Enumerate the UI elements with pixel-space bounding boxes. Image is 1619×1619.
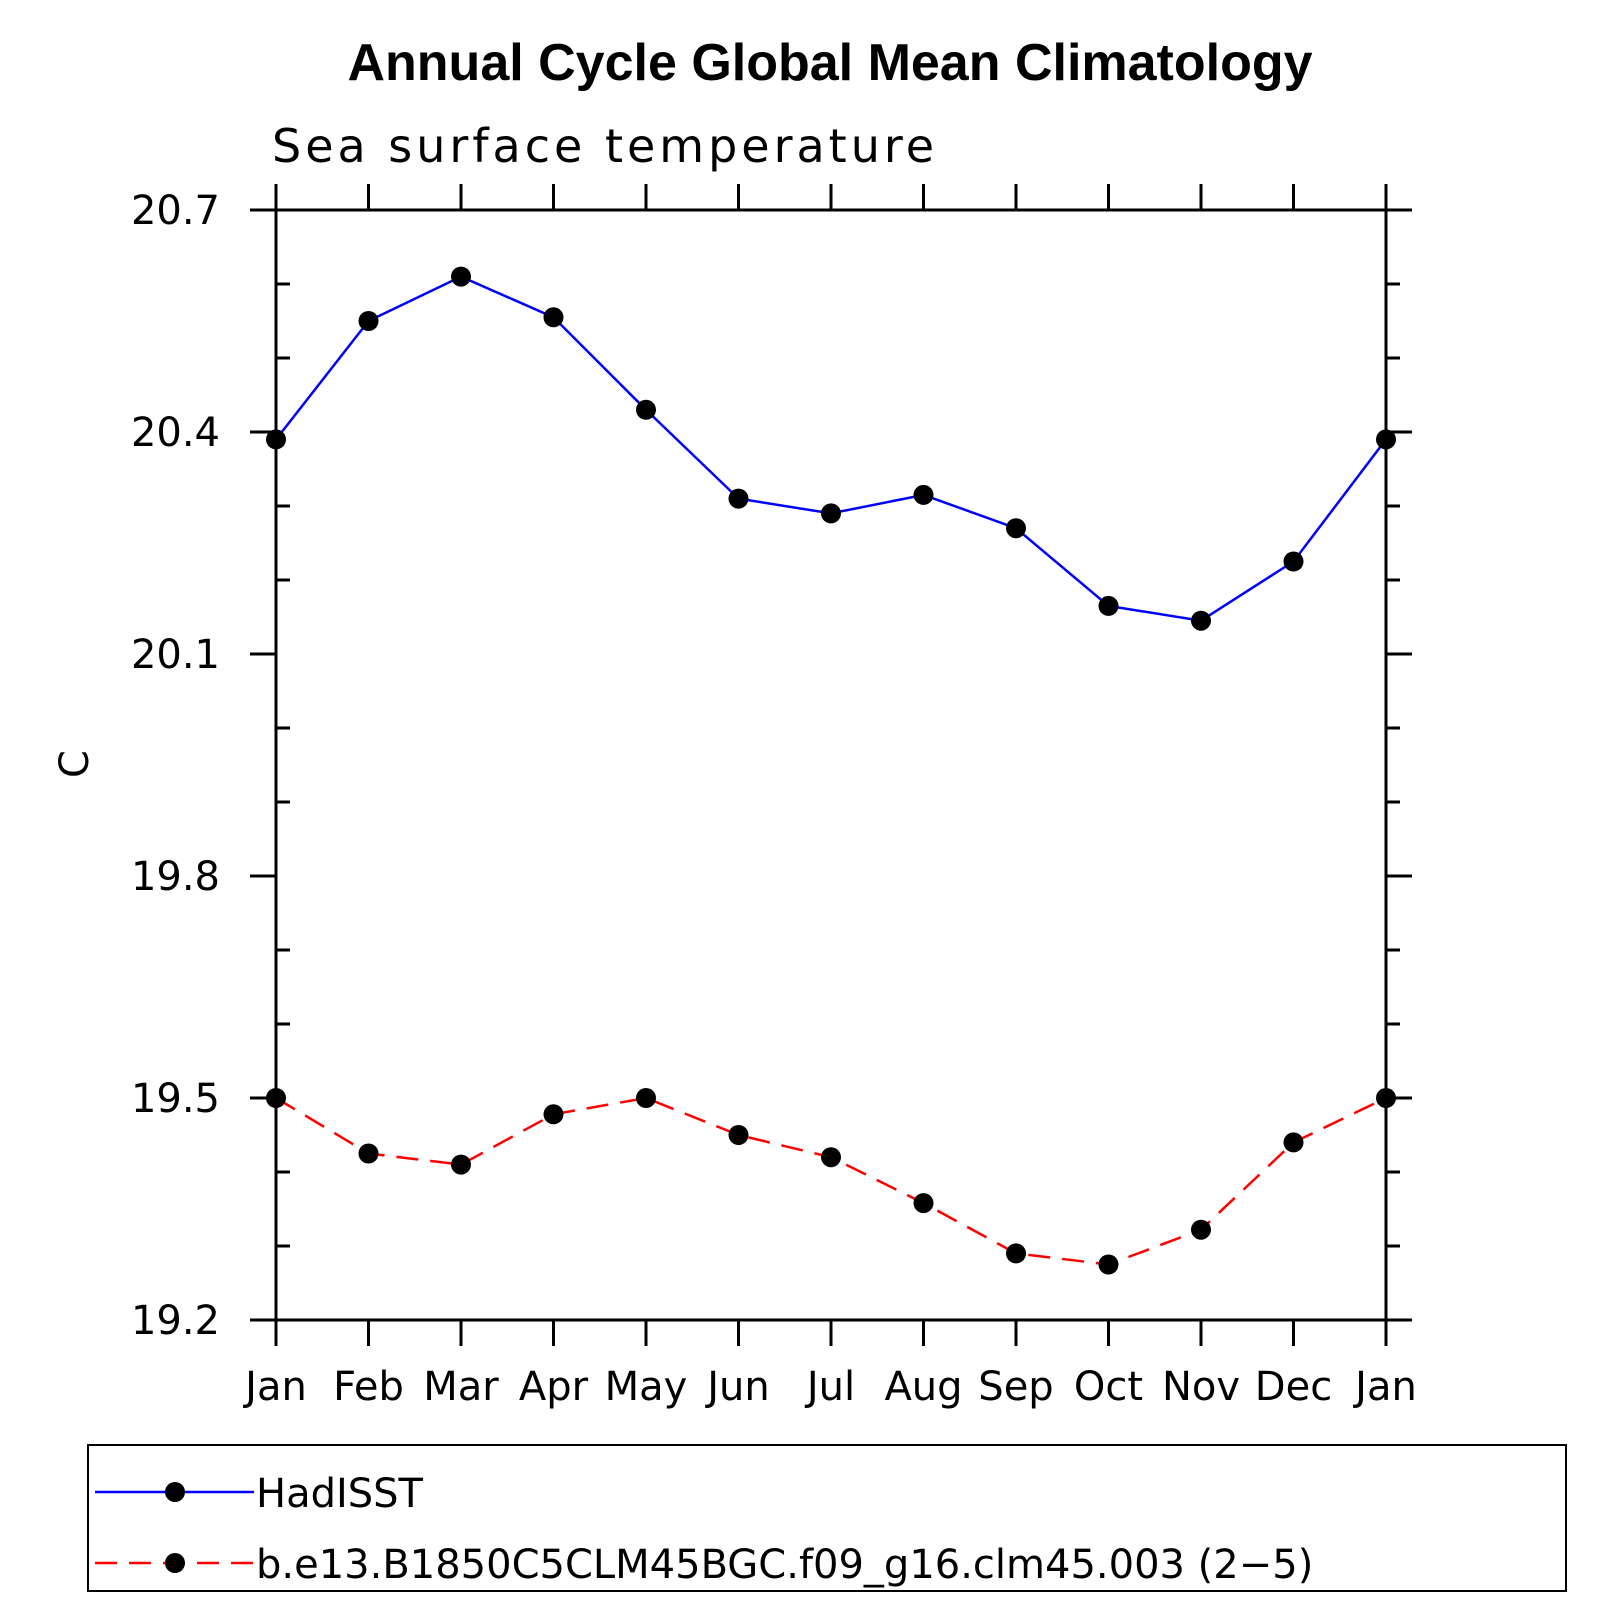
data-point [1098, 1254, 1119, 1275]
y-tick-label: 19.2 [131, 1298, 220, 1344]
data-point [636, 1088, 656, 1108]
data-point [913, 484, 934, 505]
y-tick-label: 19.8 [131, 854, 220, 900]
data-point [1376, 429, 1396, 450]
y-axis-label: C [52, 750, 98, 778]
data-point [728, 1125, 749, 1145]
data-point [821, 503, 841, 524]
axes: Jan Feb Mar Apr May Jun Jul Aug Sep Oct Nov Dec Jan 2… [131, 184, 1417, 1410]
data-point [543, 1104, 564, 1125]
data-point [1376, 1088, 1396, 1108]
x-tick-label: Nov [1162, 1364, 1240, 1410]
data-point [543, 307, 564, 328]
legend: HadISST b.e13.B1850C5CLM45BGC.f09_g16.clm… [87, 1444, 1567, 1592]
y-tick-label: 20.4 [131, 410, 220, 456]
x-tick-label: Jul [804, 1364, 855, 1410]
legend-label-0: HadISST [256, 1471, 424, 1517]
legend-box [87, 1444, 1567, 1592]
series-layer [266, 266, 1396, 1275]
legend-marker-0 [165, 1482, 185, 1502]
data-point [913, 1193, 934, 1214]
data-point [358, 311, 379, 331]
data-point [1191, 610, 1211, 631]
x-tick-label: Oct [1074, 1364, 1143, 1410]
x-tick-label: Jun [704, 1364, 770, 1410]
data-point [451, 1154, 471, 1175]
series-line-0 [275, 275, 1387, 623]
data-point [1283, 551, 1304, 572]
y-tick-label: 19.5 [131, 1076, 220, 1122]
x-tick-label: May [605, 1364, 688, 1410]
data-point [1006, 518, 1026, 539]
data-point [1191, 1219, 1211, 1240]
legend-label-1: b.e13.B1850C5CLM45BGC.f09_g16.clm45.003 … [256, 1542, 1313, 1588]
y-tick-label: 20.1 [131, 632, 220, 678]
data-point [358, 1143, 379, 1164]
data-point [1006, 1243, 1026, 1264]
y-tick-label: 20.7 [131, 188, 220, 234]
data-point [1283, 1132, 1304, 1153]
x-tick-label: Apr [519, 1364, 589, 1410]
data-point [636, 399, 656, 420]
data-point [1098, 595, 1119, 616]
x-tick-label: Sep [978, 1364, 1053, 1410]
data-point [821, 1147, 841, 1168]
x-tick-label: Jan [1352, 1364, 1417, 1410]
x-tick-label: Mar [423, 1364, 499, 1410]
data-point [451, 266, 471, 287]
x-tick-label: Aug [884, 1364, 962, 1410]
chart-subtitle: Sea surface temperature [272, 119, 938, 173]
data-point [266, 1088, 286, 1108]
x-tick-label: Feb [333, 1364, 404, 1410]
series-line-1 [275, 1096, 1387, 1266]
data-point [266, 429, 286, 450]
chart-title: Annual Cycle Global Mean Climatology [347, 34, 1312, 92]
legend-marker-1 [165, 1553, 185, 1573]
x-tick-label: Jan [242, 1364, 307, 1410]
data-point [728, 488, 749, 509]
x-tick-label: Dec [1255, 1364, 1332, 1410]
